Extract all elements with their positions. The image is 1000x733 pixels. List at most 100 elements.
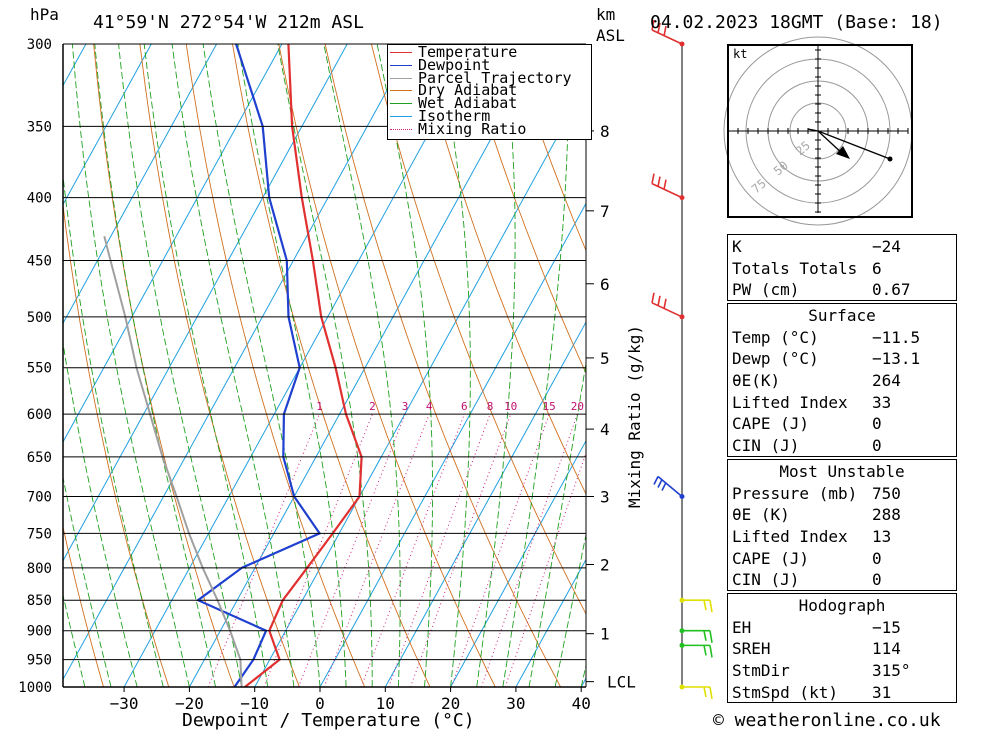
x-tick-label: −10 xyxy=(240,694,269,713)
pressure-tick-label: 300 xyxy=(27,37,52,53)
mu-pressure-label: Pressure (mb) xyxy=(732,483,858,503)
dry-adiabat-line xyxy=(973,44,1000,687)
dry-adiabat-line xyxy=(463,44,586,375)
pressure-tick-label: 850 xyxy=(27,593,52,609)
most-unstable-title: Most Unstable xyxy=(779,462,905,481)
mixing-ratio-label: 2 xyxy=(369,400,376,413)
x-tick-label: −30 xyxy=(110,694,139,713)
totals-totals-value: 6 xyxy=(872,258,882,278)
x-tick-label: 20 xyxy=(441,694,460,713)
legend-label: Dewpoint xyxy=(418,55,491,74)
pressure-tick-label: 600 xyxy=(27,407,52,423)
legend-swatch xyxy=(390,64,412,66)
k-index-label: K xyxy=(732,237,742,256)
dry-adiabat-line xyxy=(509,44,586,252)
eh-label: EH xyxy=(732,617,752,637)
height-tick-label: 2 xyxy=(600,556,610,575)
isotherm-line xyxy=(384,321,586,687)
surface-dewp-value: −13.1 xyxy=(872,349,921,369)
surface-title: Surface xyxy=(808,306,876,325)
isotherm-line xyxy=(515,558,586,687)
mu-theta-e-value: 288 xyxy=(872,505,901,525)
surface-theta-e-value: 264 xyxy=(872,371,901,391)
chart-legend: Temperature Dewpoint Parcel Trajectory Dry … xyxy=(387,44,592,140)
sreh-value: 114 xyxy=(872,639,901,659)
isotherm-line xyxy=(63,44,152,206)
dry-adiabat-line xyxy=(63,201,170,687)
pressure-tick-label: 750 xyxy=(27,526,52,542)
x-axis-title: Dewpoint / Temperature (°C) xyxy=(182,710,475,731)
hodograph-end-point xyxy=(887,156,893,162)
legend-item: Dewpoint xyxy=(390,55,491,74)
sreh-label: SREH xyxy=(732,639,771,659)
x-tick-label: 0 xyxy=(315,694,325,713)
wet-adiabat-line xyxy=(437,44,471,687)
legend-swatch xyxy=(390,103,412,105)
surface-cin-value: 0 xyxy=(872,436,882,456)
wind-barb xyxy=(682,644,713,658)
hodograph-frame: kt xyxy=(727,44,913,218)
wind-barb xyxy=(651,292,683,318)
totals-totals-label: Totals Totals xyxy=(732,258,858,278)
pressure-tick-label: 950 xyxy=(27,653,52,669)
surface-cape-label: CAPE (J) xyxy=(732,414,810,434)
mixing-ratio-label: 8 xyxy=(487,400,494,413)
pressure-tick-label: 550 xyxy=(27,361,52,377)
legend-label: Dry Adiabat xyxy=(418,81,518,100)
surface-lifted-index-value: 33 xyxy=(872,392,892,412)
k-index-value: −24 xyxy=(872,237,901,256)
x-tick-label: 10 xyxy=(376,694,395,713)
hodograph-unit: kt xyxy=(733,47,748,61)
wet-adiabat-line xyxy=(118,44,243,687)
mixing-ratio-line xyxy=(450,414,550,687)
dry-adiabat-line xyxy=(63,524,104,687)
most-unstable-table: Most Unstable Pressure (mb) 750 θE (K) 288… xyxy=(727,459,957,592)
dry-adiabat-line xyxy=(324,44,561,687)
legend-swatch xyxy=(390,77,412,79)
wet-adiabat-line xyxy=(171,44,295,687)
wet-adiabat-line xyxy=(143,44,269,687)
wind-barb xyxy=(682,599,713,613)
legend-swatch xyxy=(390,116,412,117)
eh-value: −15 xyxy=(872,617,901,637)
surface-table: Surface Temp (°C) −11.5 Dewp (°C) −13.1 θE… xyxy=(727,303,957,457)
wet-adiabat-line xyxy=(476,44,516,687)
height-tick-label: 4 xyxy=(600,420,610,439)
height-tick-label: 1 xyxy=(600,625,610,644)
mixing-ratio-label: 4 xyxy=(426,400,433,413)
mu-lifted-index-value: 13 xyxy=(872,527,892,547)
height-tick-label: 3 xyxy=(600,488,610,507)
height-tick-label: 6 xyxy=(600,275,610,294)
mixing-ratio-label: 3 xyxy=(402,400,409,413)
mu-theta-e-label: θE (K) xyxy=(732,505,790,525)
location-title: 41°59'N 272°54'W 212m ASL xyxy=(93,12,364,33)
isotherm-line xyxy=(63,44,283,443)
wet-adiabat-line xyxy=(502,44,570,687)
surface-cin-label: CIN (J) xyxy=(732,436,800,456)
isotherm-line xyxy=(63,44,413,681)
legend-swatch xyxy=(390,128,412,130)
mu-cin-value: 0 xyxy=(872,570,882,590)
pressure-unit-label: hPa xyxy=(30,5,59,24)
pressure-tick-label: 400 xyxy=(27,191,52,207)
stmspd-value: 31 xyxy=(872,682,892,702)
height-tick-label: LCL xyxy=(607,673,636,692)
copyright-link[interactable]: © weatheronline.co.uk xyxy=(713,710,941,731)
x-tick-label: −20 xyxy=(175,694,204,713)
mu-lifted-index-label: Lifted Index xyxy=(732,527,848,547)
surface-dewp-label: Dewp (°C) xyxy=(732,349,819,369)
isotherm-line xyxy=(188,44,544,687)
x-tick-label: 40 xyxy=(572,694,591,713)
mixing-ratio-label: 1 xyxy=(316,400,323,413)
mixing-ratio-axis-title: Mixing Ratio (g/kg) xyxy=(625,324,644,508)
height-unit-asl-label: ASL xyxy=(596,26,625,45)
pressure-tick-label: 450 xyxy=(27,254,52,270)
mu-cin-label: CIN (J) xyxy=(732,570,800,590)
legend-swatch xyxy=(390,52,412,53)
storm-motion-arrowhead xyxy=(836,146,850,159)
pressure-tick-label: 800 xyxy=(27,561,52,577)
dry-adiabat-line xyxy=(278,44,496,687)
isotherm-line xyxy=(0,44,21,687)
pressure-tick-label: 650 xyxy=(27,450,52,466)
